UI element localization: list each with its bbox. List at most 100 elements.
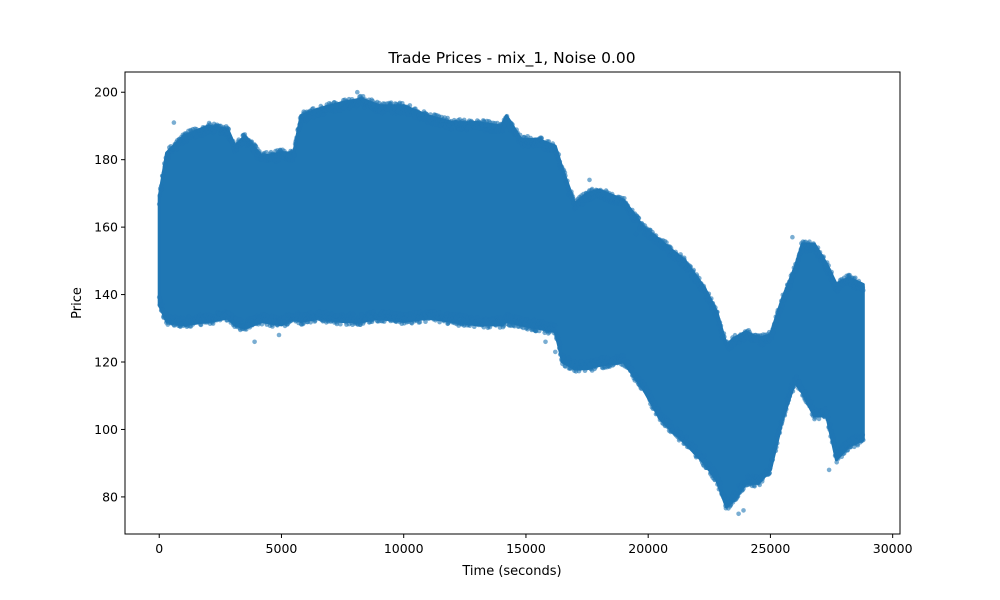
scatter-point-outlier	[633, 231, 639, 237]
scatter-point	[290, 158, 295, 163]
scatter-point	[269, 313, 274, 319]
scatter-point	[780, 304, 785, 309]
scatter-point-outlier	[826, 467, 832, 473]
scatter-point	[718, 481, 723, 486]
scatter-point	[709, 296, 714, 301]
scatter-point	[795, 264, 800, 269]
scatter-point	[806, 395, 811, 401]
scatter-point	[825, 415, 831, 420]
scatter-point	[684, 435, 689, 440]
scatter-point-outlier	[543, 339, 548, 345]
scatter-point	[782, 413, 788, 418]
scatter-point	[784, 292, 789, 298]
scatter-point	[777, 430, 783, 436]
scatter-point	[407, 103, 413, 108]
scatter-point	[621, 353, 627, 359]
scatter-point	[212, 129, 217, 134]
scatter-point	[275, 323, 280, 328]
scatter-point	[791, 384, 797, 389]
scatter-point	[541, 147, 547, 152]
scatter-point	[557, 342, 563, 347]
scatter-point	[787, 393, 793, 399]
y-tick-label: 120	[94, 355, 118, 370]
scatter-point	[706, 291, 712, 297]
scatter-point	[475, 315, 480, 320]
scatter-point	[667, 419, 673, 425]
scatter-point	[311, 115, 317, 120]
scatter-point	[298, 122, 304, 128]
scatter-point	[531, 317, 536, 323]
scatter-point	[786, 397, 792, 403]
scatter-point	[156, 201, 162, 207]
scatter-point	[780, 416, 786, 422]
scatter-point	[770, 457, 775, 463]
scatter-point	[388, 100, 394, 105]
scatter-point	[653, 233, 659, 238]
scatter-point	[674, 251, 679, 257]
scatter-point	[789, 279, 794, 284]
x-axis-label: Time (seconds)	[461, 564, 561, 579]
scatter-point	[412, 115, 418, 121]
scatter-point-outlier	[790, 234, 795, 240]
scatter-point	[629, 366, 635, 372]
scatter-point	[722, 334, 727, 340]
scatter-point	[834, 460, 839, 465]
scatter-point	[697, 276, 702, 281]
scatter-point	[244, 327, 249, 332]
scatter-point	[159, 302, 165, 308]
scatter-point	[159, 186, 164, 192]
y-tick-label: 200	[94, 85, 118, 100]
scatter-point	[757, 482, 762, 488]
scatter-point	[718, 323, 724, 329]
scatter-point	[546, 139, 552, 144]
scatter-point	[527, 319, 533, 324]
scatter-point	[826, 263, 831, 268]
scatter-point	[656, 408, 662, 414]
scatter-point	[796, 258, 801, 263]
scatter-point	[691, 267, 696, 273]
scatter-point-outlier	[741, 508, 746, 513]
scatter-point	[861, 288, 866, 293]
scatter-point	[557, 159, 563, 164]
scatter-point	[718, 485, 724, 490]
scatter-point	[517, 132, 523, 138]
scatter-point-outlier	[171, 120, 177, 125]
y-tick-label: 140	[94, 287, 118, 302]
scatter-point	[692, 444, 698, 450]
scatter-point	[350, 311, 356, 317]
scatter-point-outlier	[553, 349, 558, 355]
scatter-point	[174, 146, 180, 152]
scatter-point	[668, 246, 674, 251]
scatter-point	[335, 313, 341, 318]
scatter-point	[487, 324, 493, 330]
scatter-point	[198, 322, 204, 328]
y-tick-label: 160	[94, 220, 118, 235]
scatter-point	[770, 330, 776, 336]
scatter-point	[238, 317, 244, 323]
scatter-point	[582, 368, 588, 374]
scatter-point-outlier	[736, 511, 741, 517]
scatter-point	[797, 379, 802, 384]
plot-frame	[124, 71, 901, 535]
scatter-point	[240, 141, 245, 147]
scatter-point	[790, 388, 796, 394]
scatter-point	[449, 127, 454, 132]
x-tick-label: 10000	[384, 541, 424, 556]
scatter-point	[580, 202, 586, 207]
scatter-point	[853, 275, 858, 281]
scatter-point	[264, 150, 269, 155]
scatter-point	[816, 416, 822, 422]
scatter-point	[817, 250, 823, 255]
scatter-points	[156, 89, 866, 517]
scatter-point	[646, 389, 652, 395]
scatter-point	[552, 323, 558, 328]
scatter-point	[822, 406, 828, 411]
scatter-point	[498, 315, 503, 320]
scatter-point	[773, 448, 779, 454]
scatter-point	[827, 422, 833, 427]
scatter-point	[702, 453, 707, 459]
scatter-point	[688, 264, 693, 270]
x-axis: 0 5000 10000 15000 20000 25000 30000	[155, 534, 913, 556]
scatter-point	[622, 196, 627, 201]
